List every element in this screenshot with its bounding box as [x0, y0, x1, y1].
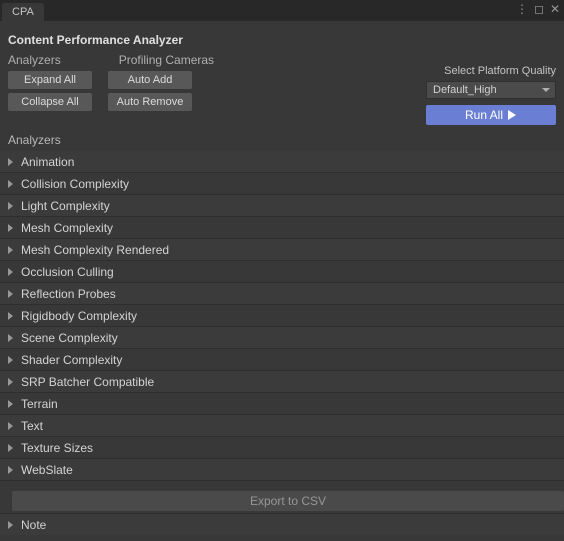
- tab-bar: CPA ⋮ ◻ ✕: [0, 0, 564, 21]
- foldout-icon: [8, 356, 13, 364]
- analyzer-row[interactable]: WebSlate: [0, 459, 564, 481]
- analyzer-row[interactable]: Mesh Complexity: [0, 217, 564, 239]
- analyzer-row[interactable]: Light Complexity: [0, 195, 564, 217]
- analyzer-label: Collision Complexity: [21, 177, 129, 191]
- platform-quality-dropdown[interactable]: Default_High: [426, 81, 556, 99]
- analyzer-label: Light Complexity: [21, 199, 110, 213]
- foldout-icon: [8, 268, 13, 276]
- foldout-icon: [8, 521, 13, 529]
- analyzer-label: Rigidbody Complexity: [21, 309, 137, 323]
- analyzer-label: Reflection Probes: [21, 287, 116, 301]
- export-csv-button[interactable]: Export to CSV: [12, 491, 564, 511]
- foldout-icon: [8, 224, 13, 232]
- analyzer-label: Occlusion Culling: [21, 265, 114, 279]
- foldout-icon: [8, 334, 13, 342]
- analyzer-label: Shader Complexity: [21, 353, 122, 367]
- foldout-icon: [8, 422, 13, 430]
- controls-row: Expand All Collapse All Auto Add Auto Re…: [8, 71, 556, 125]
- kebab-menu-icon[interactable]: ⋮: [516, 2, 528, 16]
- analyzer-btn-col: Expand All Collapse All: [8, 71, 92, 111]
- left-controls: Expand All Collapse All Auto Add Auto Re…: [8, 71, 192, 111]
- foldout-icon: [8, 444, 13, 452]
- foldout-icon: [8, 202, 13, 210]
- platform-quality-label: Select Platform Quality: [444, 65, 556, 79]
- analyzer-row[interactable]: Text: [0, 415, 564, 437]
- analyzer-label: Mesh Complexity: [21, 221, 113, 235]
- analyzer-label: Text: [21, 419, 43, 433]
- col-analyzers-label: Analyzers: [8, 53, 61, 67]
- analyzer-row[interactable]: Collision Complexity: [0, 173, 564, 195]
- close-icon[interactable]: ✕: [550, 2, 560, 16]
- analyzer-row[interactable]: Terrain: [0, 393, 564, 415]
- analyzer-list: Animation Collision Complexity Light Compl…: [0, 151, 564, 481]
- analyzer-label: SRP Batcher Compatible: [21, 375, 154, 389]
- analyzer-row[interactable]: Occlusion Culling: [0, 261, 564, 283]
- analyzer-row[interactable]: Texture Sizes: [0, 437, 564, 459]
- collapse-all-button[interactable]: Collapse All: [8, 93, 92, 111]
- note-row[interactable]: Note: [0, 513, 564, 535]
- tab-cpa[interactable]: CPA: [2, 3, 44, 21]
- note-label: Note: [21, 518, 46, 532]
- analyzer-label: Texture Sizes: [21, 441, 93, 455]
- maximize-icon[interactable]: ◻: [534, 2, 544, 16]
- foldout-icon: [8, 466, 13, 474]
- analyzer-row[interactable]: Reflection Probes: [0, 283, 564, 305]
- col-cameras-label: Profiling Cameras: [119, 53, 214, 67]
- expand-all-button[interactable]: Expand All: [8, 71, 92, 89]
- analyzer-row[interactable]: Shader Complexity: [0, 349, 564, 371]
- auto-add-button[interactable]: Auto Add: [108, 71, 192, 89]
- analyzers-section-label: Analyzers: [8, 125, 556, 151]
- foldout-icon: [8, 400, 13, 408]
- foldout-icon: [8, 290, 13, 298]
- auto-remove-button[interactable]: Auto Remove: [108, 93, 192, 111]
- page-title: Content Performance Analyzer: [8, 25, 556, 53]
- window-body: Content Performance Analyzer Analyzers P…: [0, 21, 564, 541]
- foldout-icon: [8, 158, 13, 166]
- analyzer-label: Mesh Complexity Rendered: [21, 243, 169, 257]
- analyzer-row[interactable]: SRP Batcher Compatible: [0, 371, 564, 393]
- play-icon: [507, 110, 517, 120]
- analyzer-row[interactable]: Scene Complexity: [0, 327, 564, 349]
- analyzer-row[interactable]: Rigidbody Complexity: [0, 305, 564, 327]
- platform-quality-value: Default_High: [433, 84, 497, 96]
- analyzer-label: WebSlate: [21, 463, 73, 477]
- foldout-icon: [8, 180, 13, 188]
- analyzer-row[interactable]: Mesh Complexity Rendered: [0, 239, 564, 261]
- right-controls: Select Platform Quality Default_High Run…: [426, 65, 556, 125]
- camera-btn-col: Auto Add Auto Remove: [108, 71, 192, 111]
- foldout-icon: [8, 246, 13, 254]
- analyzer-label: Animation: [21, 155, 74, 169]
- analyzer-label: Scene Complexity: [21, 331, 118, 345]
- foldout-icon: [8, 378, 13, 386]
- window-controls: ⋮ ◻ ✕: [516, 2, 560, 16]
- tab-label: CPA: [12, 6, 34, 18]
- run-all-label: Run All: [465, 108, 503, 122]
- analyzer-row[interactable]: Animation: [0, 151, 564, 173]
- run-all-button[interactable]: Run All: [426, 105, 556, 125]
- foldout-icon: [8, 312, 13, 320]
- analyzer-label: Terrain: [21, 397, 58, 411]
